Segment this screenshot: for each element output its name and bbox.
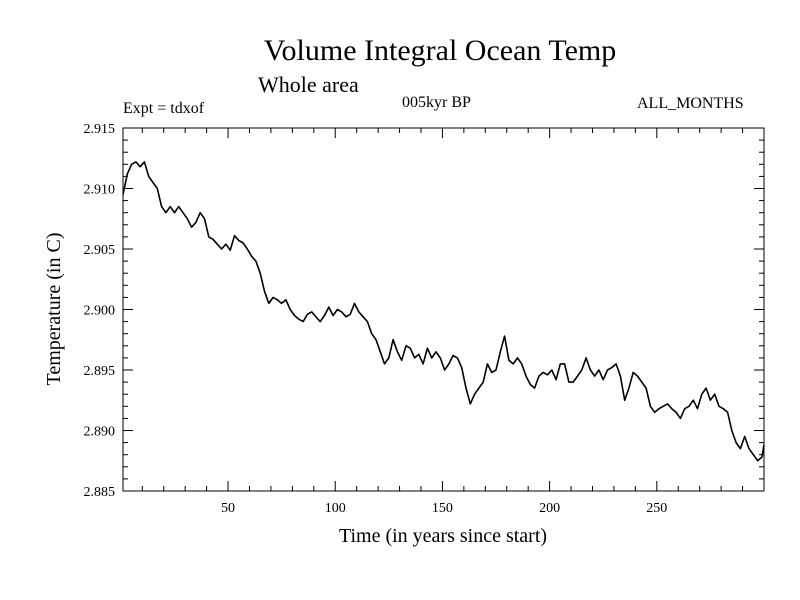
x-tick-label: 150 [432,501,453,516]
series-line [122,161,765,462]
chart-title: Volume Integral Ocean Temp [263,34,617,67]
x-axis-label: Time (in years since start) [339,525,547,547]
chart-subtitle: Whole area [258,72,359,97]
x-axis-ticks: 50 100 150 200 250 [221,128,667,516]
y-tick-label: 2.900 [84,304,116,319]
y-tick-label: 2.915 [84,122,116,137]
months-label: ALL_MONTHS [637,95,744,112]
x-tick-label: 100 [325,501,346,516]
y-axis-ticks: 2.885 2.890 2.895 2.900 2.905 2.910 2.915 [84,122,764,500]
y-tick-label: 2.910 [84,183,116,198]
y-tick-label: 2.895 [84,364,116,379]
minor-ticks [123,128,764,491]
period-label: 005kyr BP [402,94,471,111]
x-tick-label: 50 [221,501,235,516]
x-tick-label: 250 [646,501,667,516]
y-tick-label: 2.905 [84,243,116,258]
plot-frame [122,127,765,492]
y-tick-label: 2.890 [84,425,116,440]
y-tick-label: 2.885 [84,485,116,500]
experiment-label: Expt = tdxof [123,100,205,117]
x-tick-label: 200 [539,501,560,516]
y-axis-label: Temperature (in C) [43,233,65,386]
